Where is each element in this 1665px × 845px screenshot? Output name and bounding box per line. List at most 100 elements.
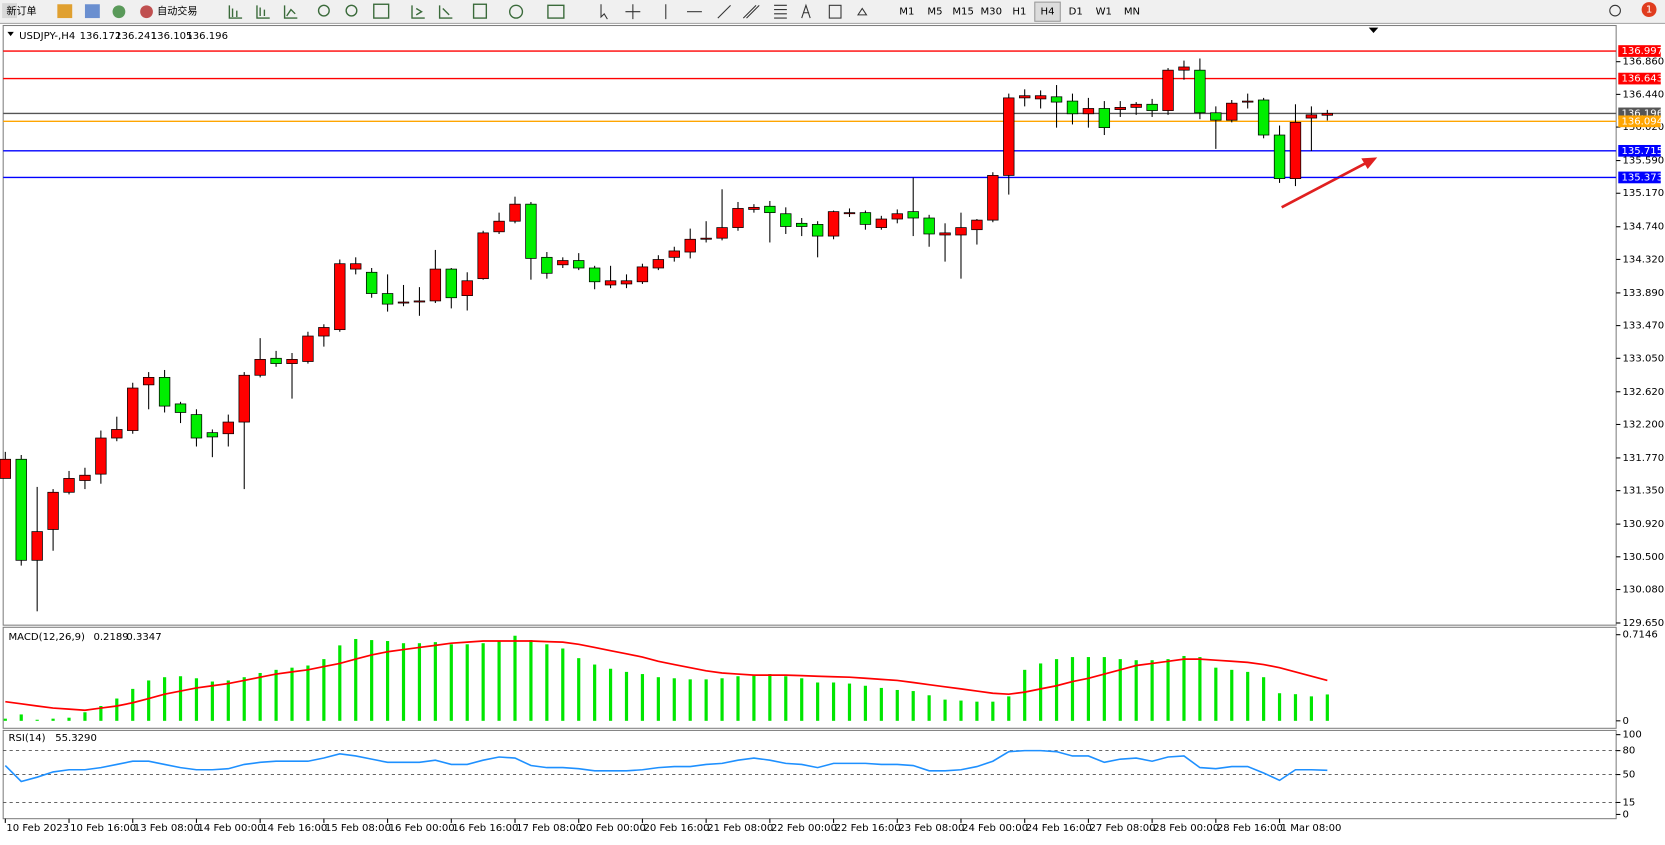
y-tick-label: 100 [1623, 730, 1642, 741]
candle-body [1210, 112, 1222, 121]
fibo-icon[interactable] [774, 4, 787, 19]
macd-bar [784, 676, 788, 721]
template-icon[interactable] [547, 4, 565, 19]
macd-bar [768, 674, 772, 721]
notification-badge[interactable] [1641, 2, 1657, 18]
candle-body [254, 359, 266, 376]
crosshair-icon[interactable] [625, 4, 641, 20]
cursor-icon[interactable] [600, 4, 608, 20]
candle-icon[interactable] [256, 5, 270, 19]
timeframe-button[interactable]: H4 [1041, 7, 1055, 18]
timeframe-button[interactable]: MN [1124, 7, 1140, 18]
timeframe-button[interactable]: M1 [899, 7, 914, 18]
notification-count[interactable]: 1 [1646, 5, 1652, 16]
candle-body [700, 237, 712, 240]
macd-bar [258, 672, 262, 721]
new-order-icon[interactable] [2, 3, 17, 19]
candle-body [668, 250, 680, 258]
macd-bar [577, 658, 581, 721]
candle-body [987, 175, 999, 221]
level-label-box [1618, 45, 1661, 57]
x-tick-label: 22 Feb 16:00 [835, 823, 901, 834]
auto-trading-button[interactable]: 自动交易 [157, 5, 197, 18]
autoscroll-icon[interactable] [411, 5, 425, 19]
label-icon[interactable] [828, 4, 842, 19]
shift-icon[interactable] [438, 5, 453, 19]
candle-body [0, 458, 11, 479]
period-icon[interactable] [509, 4, 524, 19]
candle-body [859, 212, 872, 225]
channel-icon[interactable] [742, 4, 760, 19]
macd-bar [863, 685, 868, 721]
timeframe-button[interactable]: M30 [980, 7, 1002, 18]
candle-body [1066, 100, 1079, 115]
x-tick-label: 14 Feb 16:00 [261, 823, 327, 834]
candle-body [334, 263, 346, 331]
indicator-value: 0.2189 [93, 632, 128, 643]
timeframe-button[interactable]: W1 [1096, 7, 1112, 18]
candle-body [493, 220, 505, 233]
line-icon[interactable] [283, 5, 298, 19]
y-tick-label: 0.7146 [1623, 630, 1658, 641]
macd-bar [3, 718, 7, 721]
level-label: 135.373 [1621, 172, 1663, 183]
bar-chart-icon[interactable] [228, 5, 243, 19]
timeframe-button[interactable]: H1 [1012, 7, 1026, 18]
macd-bar [433, 642, 437, 721]
macd-bar [624, 671, 629, 721]
timeframe-button[interactable]: M15 [952, 7, 974, 18]
zoom-in-icon[interactable] [317, 4, 330, 17]
auto-trading-icon[interactable] [140, 5, 153, 19]
candle-body [174, 403, 187, 413]
y-tick-label: 133.050 [1623, 353, 1665, 364]
candle-body [318, 327, 330, 337]
macd-bar [1023, 669, 1027, 721]
candle-body [907, 211, 919, 219]
macd-bar [1054, 659, 1059, 721]
search-icon[interactable] [1609, 4, 1621, 17]
ohlc-value: 136.196 [186, 31, 228, 42]
y-tick-label: 131.770 [1623, 453, 1665, 464]
macd-bar [306, 665, 310, 721]
candle-body [1242, 100, 1254, 103]
x-tick-label: 28 Feb 16:00 [1217, 823, 1283, 834]
chart-menu-marker [7, 31, 14, 37]
tool-icon[interactable] [84, 4, 100, 19]
macd-bar [290, 667, 294, 721]
macd-bar [545, 644, 549, 721]
candle-body [47, 491, 59, 530]
tile-icon[interactable] [373, 3, 390, 19]
tool-icon[interactable] [112, 5, 126, 19]
y-tick-label: 136.440 [1623, 89, 1665, 100]
candle-body [939, 232, 951, 236]
text-icon[interactable] [801, 3, 811, 19]
drawing-tools[interactable] [600, 3, 868, 20]
macd-bar [147, 680, 151, 721]
x-tick-label: 16 Feb 16:00 [452, 823, 518, 834]
y-tick-label: 80 [1623, 746, 1636, 757]
indicator-title: MACD(12,26,9) [8, 632, 85, 643]
timeframe-button[interactable]: M5 [927, 7, 942, 18]
indicator-icon[interactable] [472, 3, 488, 19]
macd-bar [1118, 659, 1122, 721]
candle-body [31, 531, 43, 561]
macd-bar [1262, 677, 1266, 721]
tool-icon[interactable] [57, 4, 73, 19]
candle-body [1273, 134, 1286, 179]
candle-body [79, 474, 91, 481]
macd-bar [67, 717, 71, 721]
y-tick-label: 130.500 [1623, 552, 1665, 563]
trendline-icon[interactable] [717, 4, 731, 19]
new-order-button[interactable]: 新订单 [6, 5, 36, 18]
candle-body [1178, 66, 1190, 71]
chart-tools[interactable] [228, 3, 565, 19]
y-tick-label: 0 [1623, 716, 1629, 727]
y-tick-label: 134.320 [1623, 254, 1665, 265]
candle-body [1082, 108, 1095, 115]
timeframe-button[interactable]: D1 [1069, 7, 1083, 18]
arrows-icon[interactable] [856, 7, 868, 16]
level-label-box [1618, 144, 1661, 157]
macd-bar [1182, 655, 1186, 721]
zoom-out-icon[interactable] [345, 4, 358, 17]
